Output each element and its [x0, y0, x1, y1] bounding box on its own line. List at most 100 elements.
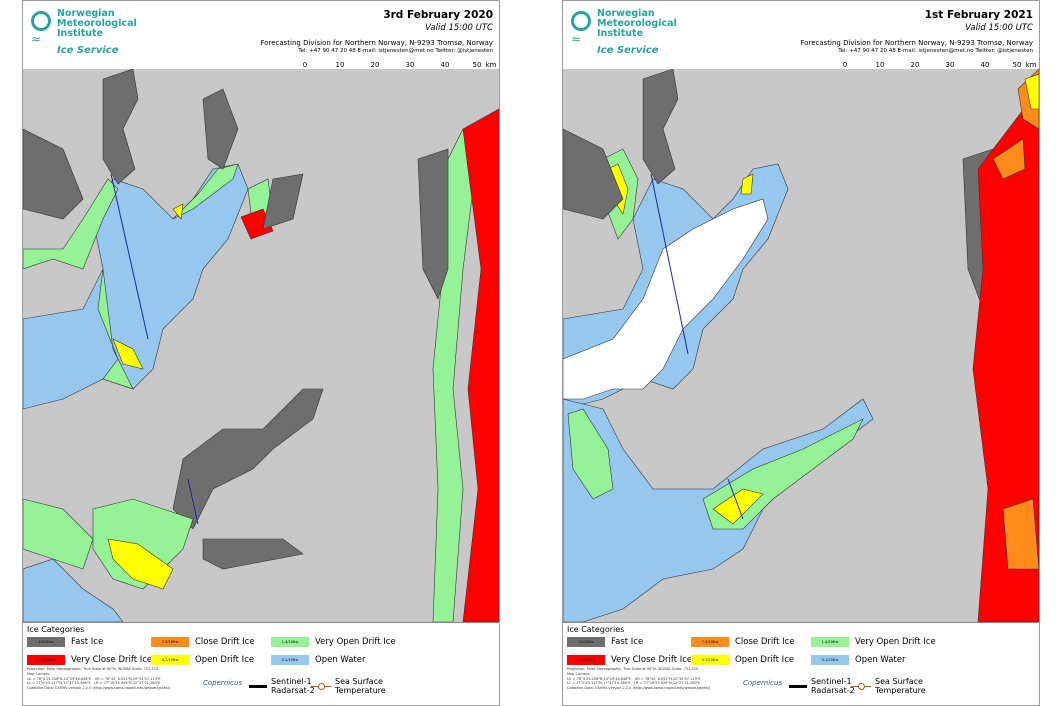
division-address: Forecasting Division for Northern Norway…	[260, 39, 493, 47]
open-drift-ice	[1024, 73, 1039, 110]
sst-label: Sea Surface Temperature	[335, 677, 386, 695]
corner-ll: LL = 77°0'43.117"N,17°47'15.489"E	[567, 681, 631, 685]
coastline-info: Coastline Data: GSHHS version 2.2.0 (htt…	[567, 685, 711, 690]
legend: Ice Categories 10/10ths Fast Ice 7-9/10t…	[563, 622, 1039, 705]
legend-label: Close Drift Ice	[735, 637, 795, 647]
org-name-line1: Norwegian	[597, 8, 655, 19]
legend: Ice Categories 10/10ths Fast Ice 7-9/10t…	[23, 622, 499, 705]
fast-ice	[262, 173, 304, 230]
very-open-drift-ice	[23, 498, 94, 570]
chart-date: 1st February 2021	[924, 9, 1033, 21]
close-drift-ice	[992, 69, 1039, 570]
legend-swatch: 9-10/10ths	[567, 655, 605, 665]
circle-icon	[31, 11, 51, 31]
sentinel-track	[727, 478, 744, 520]
sst-label-line1: Sea Surface	[875, 677, 923, 686]
fast-ice	[102, 69, 139, 185]
fast-ice	[642, 69, 679, 185]
sentinel-radarsat-label: Sentinel-1 Radarsat-2	[811, 677, 855, 695]
corner-lr: LR = 77°19'55.929"N,12°27'21.280"E	[634, 681, 701, 685]
sentinel-line-symbol	[789, 685, 807, 688]
corner-ur: UR = 78°42' 6.052"N,20°34'57.123"E	[94, 676, 161, 681]
legend-swatch: 9-10/10ths	[27, 655, 65, 665]
coastline-info: Coastline Data: GSHHS version 2.2.0 (htt…	[27, 685, 171, 690]
legend-label: Open Water	[315, 655, 366, 665]
legend-label: Open Water	[855, 655, 906, 665]
sentinel-track	[110, 173, 149, 340]
fast-ice	[202, 538, 304, 570]
met-logo: ≈ Norwegian Meteorological Institute Ice…	[569, 7, 677, 59]
division-address: Forecasting Division for Northern Norway…	[800, 39, 1033, 47]
scale-tick: 30	[945, 61, 955, 69]
legend-label: Fast Ice	[611, 637, 644, 647]
org-name-line3: Institute	[597, 28, 644, 39]
scale-tick: 0	[302, 61, 308, 69]
org-name: Norwegian Meteorological Institute	[597, 9, 677, 39]
scale-tick: 40	[440, 61, 450, 69]
radarsat-label: Radarsat-2	[811, 686, 855, 695]
sentinel-line-symbol	[249, 685, 267, 688]
sst-label: Sea Surface Temperature	[875, 677, 926, 695]
scale-tick: 30	[405, 61, 415, 69]
org-name: Norwegian Meteorological Institute	[57, 9, 137, 39]
chart-header: ≈ Norwegian Meteorological Institute Ice…	[563, 1, 1039, 69]
very-close-drift-ice	[462, 108, 499, 622]
sst-dot-symbol	[318, 683, 325, 690]
chart-date: 3rd February 2020	[383, 9, 493, 21]
fast-ice	[417, 148, 449, 300]
legend-swatch: 0-1/10ths	[271, 655, 309, 665]
scale-tick: 50	[472, 61, 482, 69]
legend-title: Ice Categories	[567, 625, 625, 634]
org-name-line2: Meteorological	[57, 18, 137, 29]
map-corners: Map Corners: UL = 78°4'25.256"N,14°29'46…	[27, 672, 170, 690]
legend-label: Open Drift Ice	[735, 655, 795, 665]
corner-lr: LR = 77°19'55.929"N,12°27'21.280"E	[94, 681, 161, 685]
scale-unit: km	[485, 61, 497, 69]
legend-label: Open Drift Ice	[195, 655, 255, 665]
service-name: Ice Service	[57, 45, 119, 56]
wave-icon: ≈	[31, 32, 42, 46]
legend-swatch: 4-7/10ths	[151, 655, 189, 665]
corners-title: Map Corners:	[567, 672, 591, 676]
map-corners: Map Corners: UL = 78°4'25.256"N,14°29'46…	[567, 672, 710, 690]
legend-label: Very Close Drift Ice	[71, 655, 153, 665]
legend-swatch: 7-9/10ths	[151, 637, 189, 647]
scale-tick: 0	[842, 61, 848, 69]
sentinel-label: Sentinel-1	[271, 677, 312, 686]
fast-ice	[563, 128, 624, 220]
legend-label: Very Open Drift Ice	[315, 637, 396, 647]
valid-time: Valid 15:00 UTC	[965, 23, 1033, 33]
met-logo: ≈ Norwegian Meteorological Institute Ice…	[29, 7, 137, 59]
open-drift-ice	[107, 538, 174, 590]
very-open-drift-ice	[567, 408, 614, 500]
sentinel-track	[187, 478, 199, 525]
legend-swatch: 1-4/10ths	[271, 637, 309, 647]
scale-tick: 20	[370, 61, 380, 69]
projection-info: Projection: Polar Stereographic, True Sc…	[567, 667, 699, 671]
legend-swatch: 4-7/10ths	[691, 655, 729, 665]
corner-ur: UR = 78°42' 6.052"N,20°34'57.123"E	[634, 676, 701, 681]
ice-map	[563, 69, 1039, 622]
legend-label: Very Close Drift Ice	[611, 655, 693, 665]
sst-label-line2: Temperature	[335, 686, 386, 695]
legend-swatch: 7-9/10ths	[691, 637, 729, 647]
copernicus-logo: Copernicus	[203, 679, 243, 687]
scale-tick: 10	[875, 61, 885, 69]
ice-chart-2021: ≈ Norwegian Meteorological Institute Ice…	[562, 0, 1040, 706]
legend-label: Very Open Drift Ice	[855, 637, 936, 647]
scale-tick: 10	[335, 61, 345, 69]
contact-info: Tel: +47 90 47 20 48 E-mail: istjenesten…	[838, 48, 1033, 54]
copernicus-logo: Copernicus	[743, 679, 783, 687]
sst-label-line2: Temperature	[875, 686, 926, 695]
scale-tick: 20	[910, 61, 920, 69]
open-drift-ice	[112, 203, 184, 370]
corner-ll: LL = 77°0'43.117"N,17°47'15.489"E	[27, 681, 91, 685]
legend-swatch: 0-1/10ths	[811, 655, 849, 665]
corner-ul: UL = 78°4'25.256"N,14°29'46.648"E	[567, 676, 632, 681]
org-name-line1: Norwegian	[57, 8, 115, 19]
sst-dot-symbol	[858, 683, 865, 690]
service-name: Ice Service	[597, 45, 659, 56]
legend-label: Close Drift Ice	[195, 637, 255, 647]
chart-header: ≈ Norwegian Meteorological Institute Ice…	[23, 1, 499, 69]
scale-tick: 40	[980, 61, 990, 69]
